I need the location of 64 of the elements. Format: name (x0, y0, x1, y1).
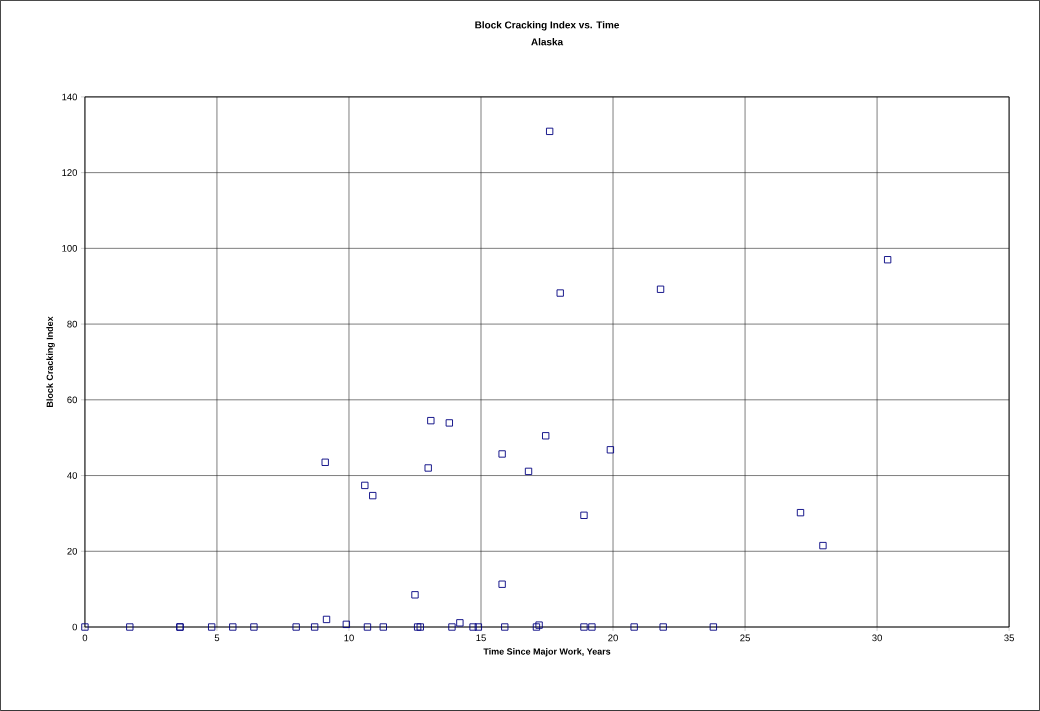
x-tick-label: 30 (872, 634, 882, 642)
y-tick-label: 40 (67, 472, 78, 479)
point (588, 623, 596, 631)
point (501, 623, 509, 631)
point (363, 623, 372, 631)
point (709, 623, 718, 631)
point (411, 591, 419, 599)
point (413, 623, 422, 631)
point (659, 623, 667, 631)
x-tick-label: 0 (82, 634, 88, 642)
point (445, 419, 453, 427)
point (796, 509, 805, 517)
point (498, 450, 506, 458)
point (424, 464, 432, 472)
point (630, 623, 638, 631)
y-tick-label: 80 (67, 320, 78, 328)
y-tick-label: 60 (67, 396, 78, 404)
point (229, 623, 237, 631)
point (606, 446, 615, 454)
x-tick-label: 20 (608, 634, 618, 642)
point (535, 621, 543, 629)
point (546, 127, 554, 136)
x-axis-title: Time Since Major Work, Years (483, 648, 611, 657)
x-tick-label: 15 (476, 634, 486, 642)
point (532, 623, 541, 631)
y-tick-label: 0 (72, 623, 78, 631)
point (580, 623, 588, 631)
point (456, 619, 464, 627)
point (556, 289, 564, 297)
point (361, 481, 369, 490)
point (580, 511, 588, 519)
point (126, 623, 134, 631)
y-tick-label: 20 (67, 547, 78, 555)
point (469, 623, 477, 631)
point (81, 623, 89, 631)
point (369, 492, 377, 500)
point (321, 458, 329, 466)
point (474, 623, 483, 631)
point (819, 541, 827, 550)
point (883, 256, 892, 264)
point (448, 623, 456, 631)
y-tick-label: 100 (62, 245, 78, 252)
point (427, 417, 435, 425)
point (498, 580, 506, 588)
y-axis-title: Block Cracking Index (46, 316, 55, 407)
y-tick-label: 140 (62, 93, 78, 101)
point (311, 623, 319, 631)
x-tick-label: 35 (1004, 634, 1014, 642)
point (524, 467, 533, 476)
point (342, 620, 350, 629)
point (379, 623, 387, 631)
point (250, 623, 258, 631)
chart-subtitle: Alaska (531, 38, 564, 46)
point (292, 623, 300, 631)
x-tick-label: 25 (740, 634, 750, 642)
x-tick-label: 5 (214, 634, 220, 642)
point (542, 432, 550, 440)
chart-title: Block Cracking Index vs. Time (475, 21, 620, 31)
point (416, 623, 424, 631)
point (656, 285, 665, 293)
point (322, 615, 331, 624)
y-tick-label: 120 (62, 169, 78, 177)
x-tick-label: 10 (344, 634, 354, 642)
point (208, 623, 216, 631)
